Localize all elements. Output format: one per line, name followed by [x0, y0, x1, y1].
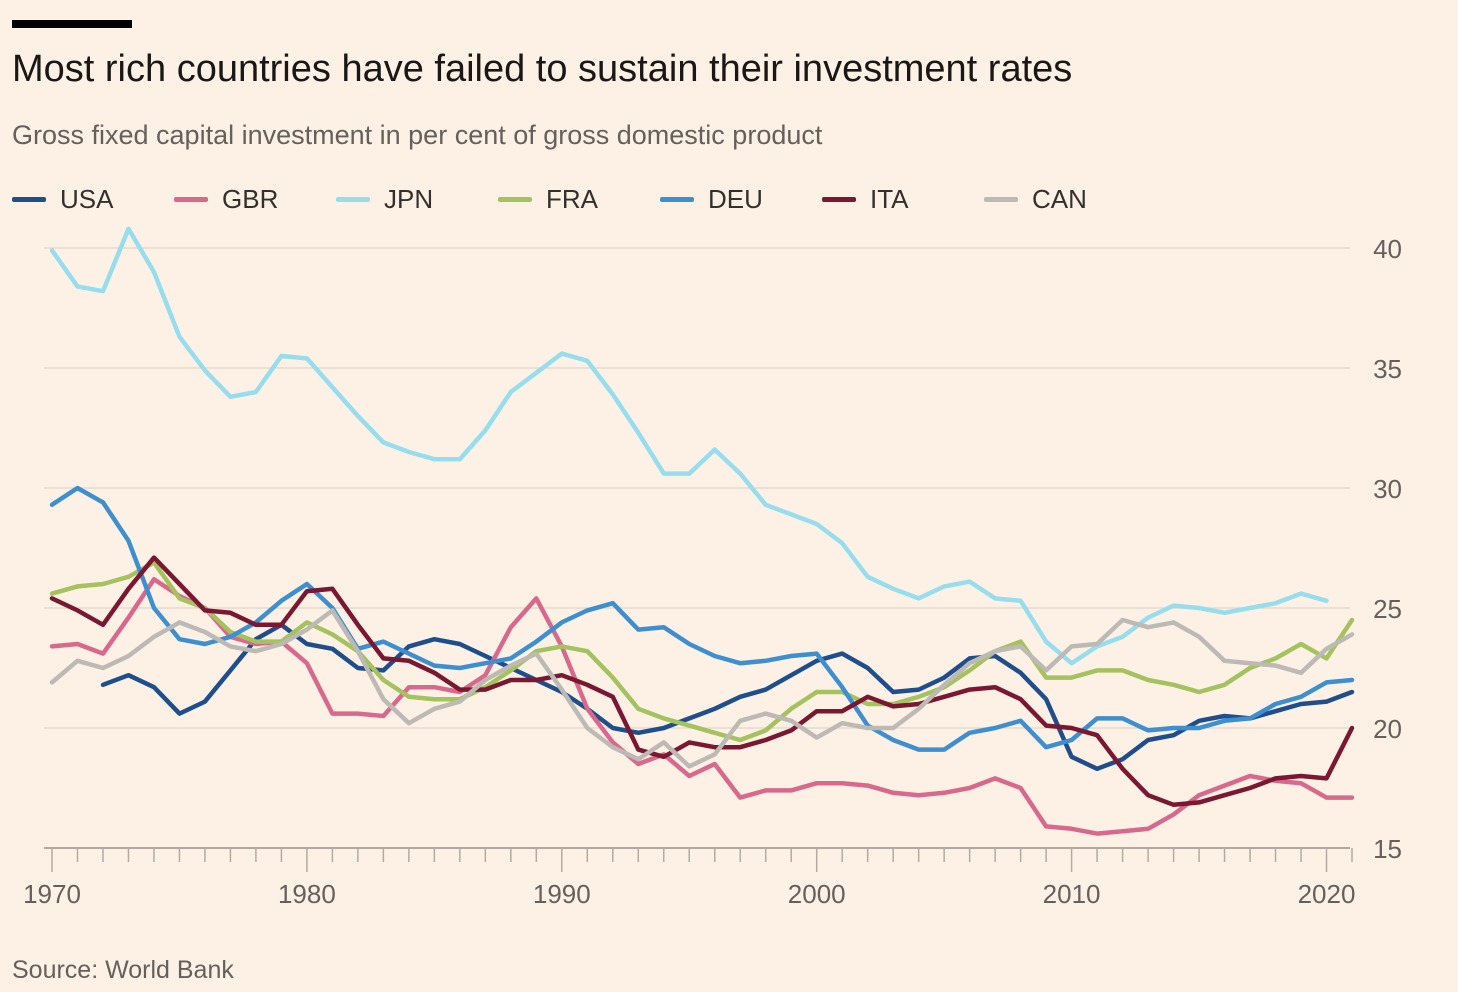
y-tick-label-35: 35 [1373, 354, 1402, 384]
legend-swatch [12, 196, 46, 202]
source-note: Source: World Bank [12, 956, 234, 984]
legend-label: ITA [870, 183, 909, 214]
chart-title: Most rich countries have failed to susta… [12, 48, 1073, 90]
series-line-jpn [49, 226, 1329, 666]
series-line-fra [49, 560, 1355, 743]
series-line-gbr [49, 576, 1355, 836]
x-tick-label-2000: 2000 [788, 879, 846, 909]
legend-label: CAN [1032, 183, 1087, 214]
x-tick-label-2010: 2010 [1043, 879, 1101, 909]
legend-swatch [822, 196, 856, 202]
y-tick-label-40: 40 [1373, 234, 1402, 264]
legend-item-usa: USA [12, 184, 174, 215]
x-tick-label-1990: 1990 [533, 879, 591, 909]
legend-item-can: CAN [984, 184, 1146, 215]
legend-label: DEU [708, 183, 763, 214]
legend-swatch [984, 196, 1018, 202]
legend-swatch [336, 196, 370, 202]
series-line-can [49, 608, 1355, 769]
legend-label: JPN [384, 183, 434, 214]
series-line-usa [100, 622, 1355, 772]
legend-item-fra: FRA [498, 184, 660, 215]
legend-label: USA [60, 183, 114, 214]
series-line-ita [49, 555, 1355, 808]
legend-label: GBR [222, 183, 279, 214]
legend-item-gbr: GBR [174, 184, 336, 215]
y-tick-label-20: 20 [1373, 714, 1402, 744]
x-tick-label-2020: 2020 [1298, 879, 1356, 909]
y-tick-label-25: 25 [1373, 594, 1402, 624]
legend-swatch [660, 196, 694, 202]
legend-swatch [498, 196, 532, 202]
legend-item-jpn: JPN [336, 184, 498, 215]
series-line-deu [49, 485, 1355, 752]
legend: USA GBR JPN FRA DEU ITA CAN [12, 182, 1146, 216]
x-tick-label-1970: 1970 [23, 879, 81, 909]
legend-item-ita: ITA [822, 184, 984, 215]
x-tick-label-1980: 1980 [278, 879, 336, 909]
legend-swatch [174, 196, 208, 202]
brand-bar [12, 20, 132, 28]
chart-subtitle: Gross fixed capital investment in per ce… [12, 120, 823, 150]
legend-item-deu: DEU [660, 184, 822, 215]
legend-label: FRA [546, 183, 598, 214]
y-tick-label-30: 30 [1373, 474, 1402, 504]
y-tick-label-15: 15 [1373, 834, 1402, 864]
